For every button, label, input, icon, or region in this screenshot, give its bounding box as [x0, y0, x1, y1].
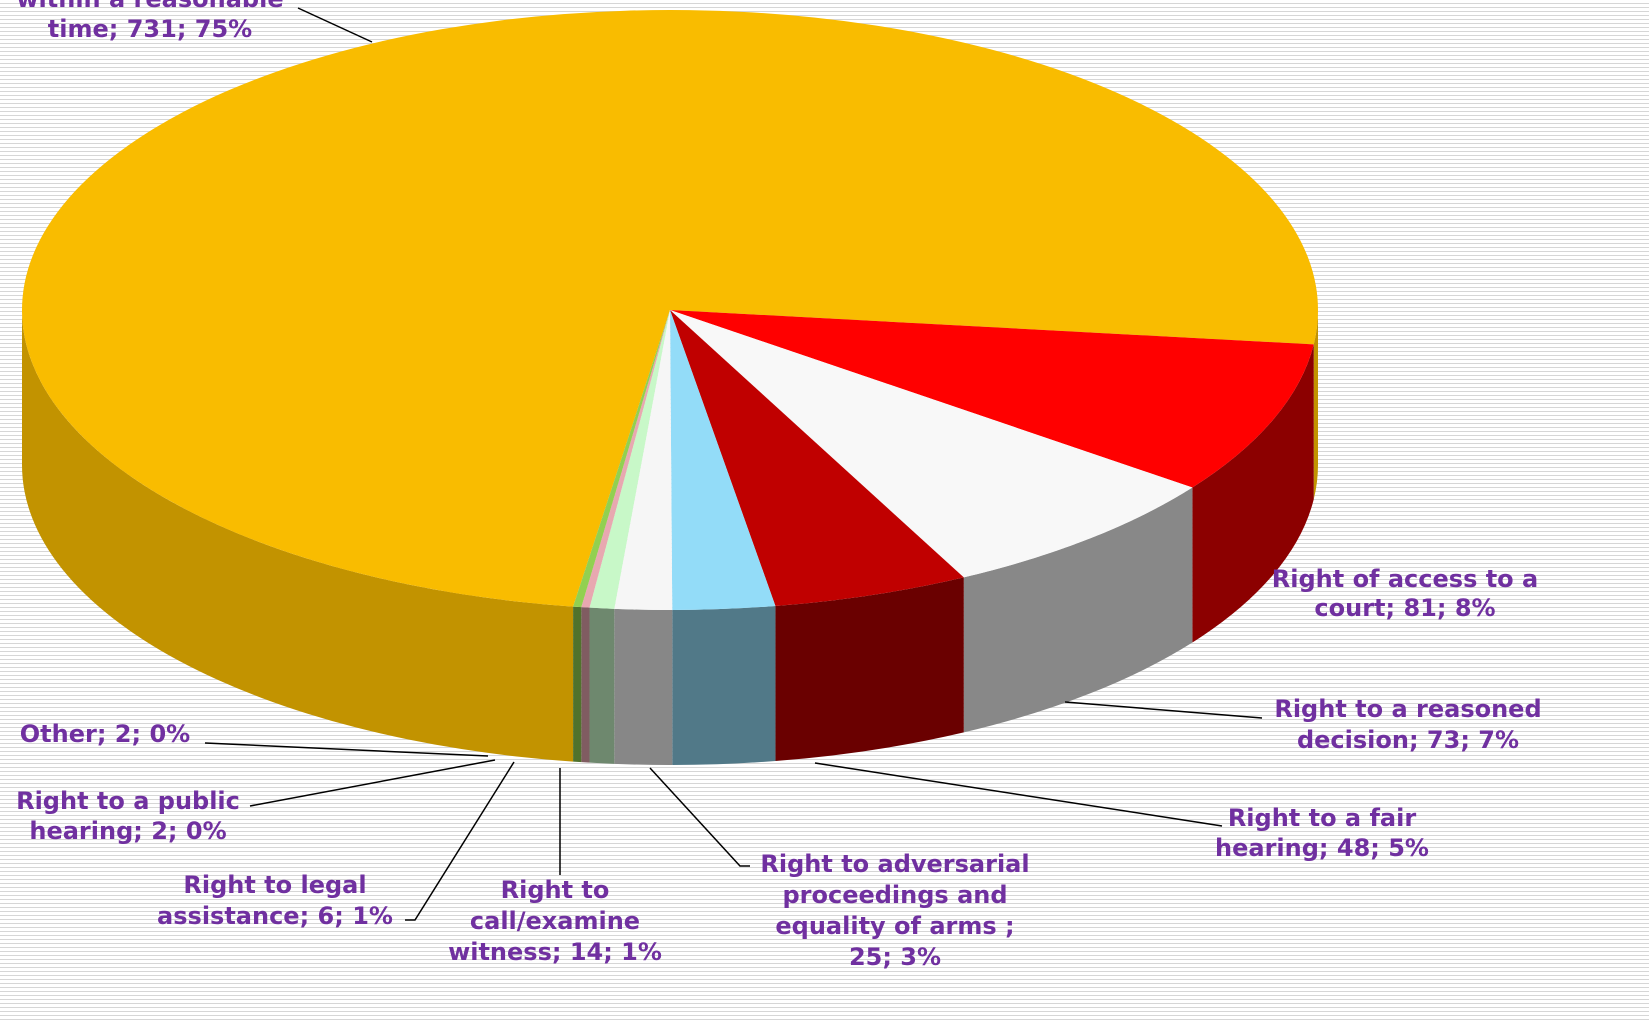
pie-slice [589, 310, 670, 609]
pie-side [1192, 344, 1314, 643]
pie-side [573, 606, 582, 763]
data-label-line: hearing; 2; 0% [29, 817, 226, 845]
pie-slice [573, 310, 670, 608]
data-label-line: Right to adversarial [760, 850, 1029, 878]
pie-slice [670, 310, 964, 607]
pie-slice [670, 310, 1314, 488]
leader-line [649, 767, 750, 867]
data-label-line: Right to [501, 876, 610, 904]
data-label-line: time; 731; 75% [48, 15, 252, 43]
leader-line [814, 762, 1223, 827]
leader-line [405, 761, 515, 921]
data-label: Right to call/examine witness; 14; 1% [448, 876, 662, 966]
data-label-line: hearing; 48; 5% [1215, 834, 1429, 862]
data-label-line: Other; 2; 0% [20, 720, 190, 748]
data-label-line: equality of arms ; [775, 912, 1014, 940]
pie-slice [670, 310, 776, 610]
data-label-line: assistance; 6; 1% [157, 902, 393, 930]
pie-side [672, 606, 776, 765]
pie-slice [614, 310, 673, 611]
data-label: Right to legal assistance; 6; 1% [157, 871, 393, 930]
data-label-line: decision; 73; 7% [1297, 726, 1519, 754]
pie-side [581, 607, 590, 763]
data-label: Right to a reasoned decision; 73; 7% [1274, 695, 1541, 754]
data-label-line: within a reasonable [16, 0, 283, 13]
data-label-line: Right to legal [183, 871, 366, 899]
pie-side [589, 607, 615, 764]
pie-slice [22, 10, 1319, 607]
data-label-line: 25; 3% [849, 943, 941, 971]
pie-side [963, 487, 1193, 733]
data-label: Right to a fair hearing; 48; 5% [1215, 804, 1429, 862]
data-label-line: witness; 14; 1% [448, 938, 662, 966]
data-label-line: call/examine [470, 907, 640, 935]
pie-slice [670, 310, 1193, 578]
pie-side [1313, 310, 1318, 500]
data-label-line: Right of access to a [1272, 565, 1538, 593]
data-label: Right to adversarial proceedings and equal… [760, 850, 1029, 971]
data-label-line: court; 81; 8% [1314, 594, 1495, 622]
data-label: Right to a public hearing; 2; 0% [16, 787, 240, 845]
pie-side [22, 310, 574, 762]
data-label-line: Right to a fair [1228, 804, 1417, 832]
pie-side [775, 577, 964, 762]
leader-line [249, 759, 496, 807]
data-label-line: Right to a public [16, 787, 240, 815]
pie-slice [581, 310, 670, 608]
data-label-line: Right to a reasoned [1274, 695, 1541, 723]
leader-line [204, 742, 489, 757]
pie-side [614, 608, 673, 766]
leader-line [1064, 701, 1263, 719]
data-label: Other; 2; 0% [20, 720, 190, 748]
data-label: within a reasonable time; 731; 75% [16, 0, 283, 43]
leader-line [297, 7, 373, 43]
data-label-line: proceedings and [782, 881, 1007, 909]
data-label: Right of access to a court; 81; 8% [1272, 565, 1538, 622]
